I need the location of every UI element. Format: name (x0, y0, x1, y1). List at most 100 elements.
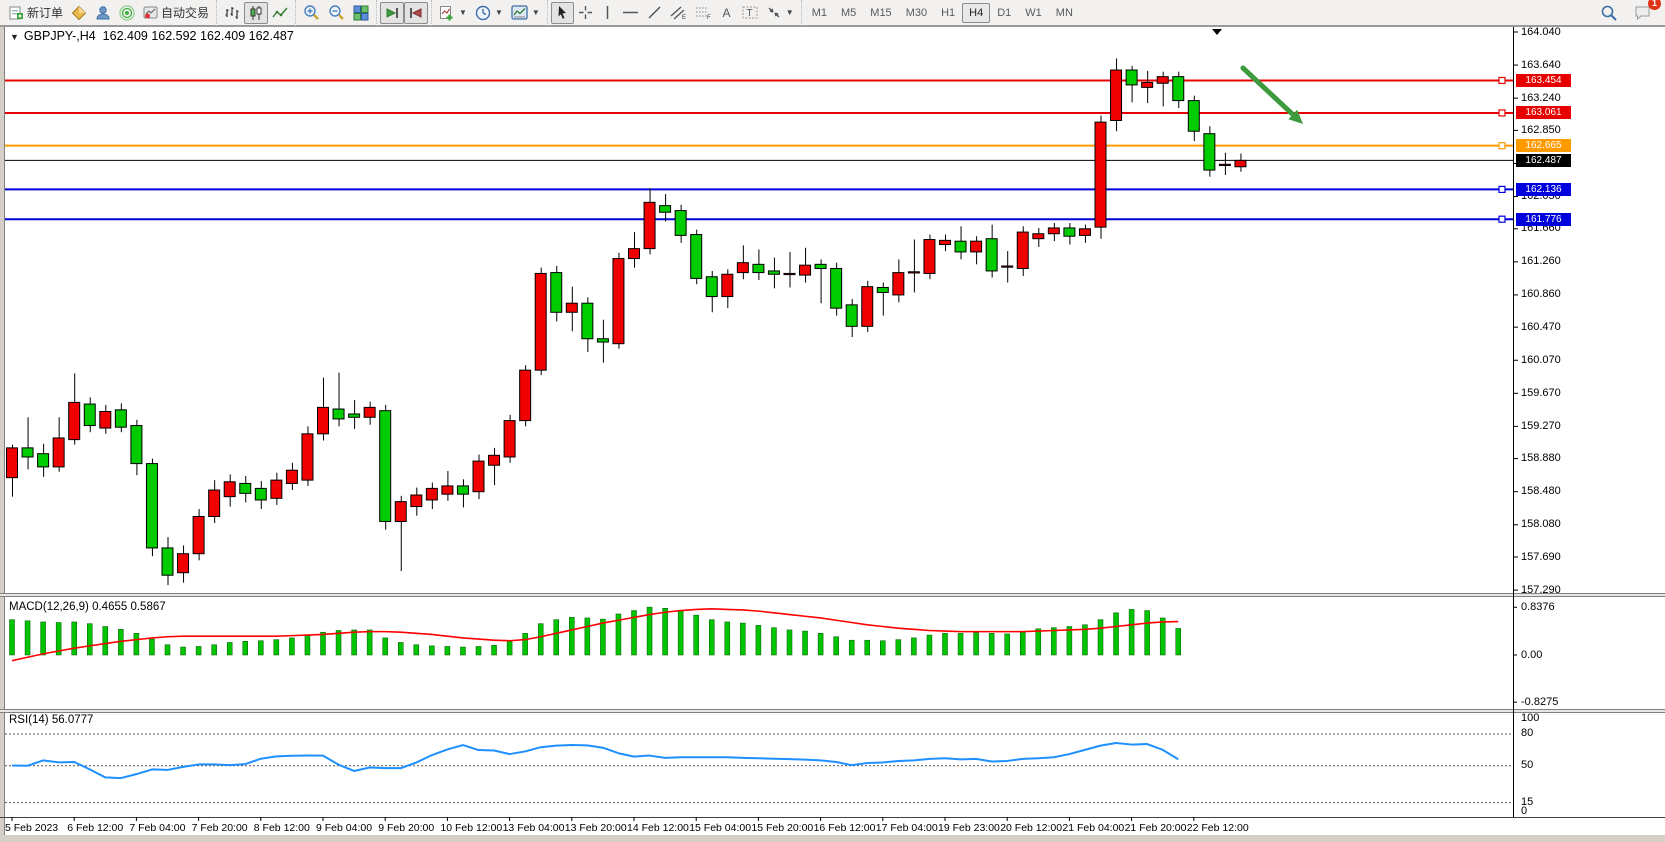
macd-histogram-bar (848, 639, 855, 656)
candle-body (379, 410, 392, 522)
macd-histogram-bar (631, 610, 637, 656)
macd-histogram-bar (662, 608, 668, 656)
search-button[interactable] (1596, 2, 1622, 24)
equidistant-channel-button[interactable]: E (666, 2, 691, 24)
timeframe-button-m15[interactable]: M15 (870, 6, 892, 19)
signals-button[interactable] (115, 2, 139, 24)
trendline-button[interactable] (643, 2, 666, 24)
timeframe-button-m1[interactable]: M1 (811, 6, 827, 19)
macd-histogram-bar (895, 639, 902, 656)
macd-histogram-bar (646, 606, 653, 656)
splitter-fill[interactable] (0, 594, 1665, 596)
candle-body (1203, 133, 1216, 171)
chart-shift-button[interactable] (404, 1, 429, 24)
templates-caret: ▼ (531, 8, 540, 17)
text-button[interactable]: A (716, 2, 738, 24)
new-order-button[interactable]: 新订单 (5, 2, 67, 24)
crosshair-button[interactable] (574, 2, 597, 24)
layouts-button[interactable] (67, 2, 91, 24)
timeframe-button-w1[interactable]: W1 (1025, 6, 1042, 19)
tile-windows-button[interactable] (349, 2, 373, 24)
candle-body (394, 501, 407, 522)
macd-histogram-bar (911, 637, 917, 656)
line-handle-square[interactable] (1498, 215, 1506, 223)
toolbar-right: 1 (1596, 0, 1665, 24)
bar-chart-icon (225, 6, 239, 19)
splitter-fill[interactable] (0, 710, 1665, 712)
sonar-icon (119, 4, 135, 21)
notifications-button[interactable]: 1 (1630, 0, 1661, 24)
macd-histogram-bar (1113, 612, 1119, 656)
macd-histogram-bar (957, 633, 964, 656)
candle-body (752, 263, 765, 274)
candlestick-chart-button[interactable] (244, 1, 269, 24)
zoom-in-button[interactable] (299, 2, 324, 24)
candle-body (52, 437, 65, 468)
rsi-line (11, 741, 1179, 780)
periods-button[interactable]: ▼ (471, 2, 507, 24)
macd-histogram-bar (1144, 610, 1150, 656)
new-order-label: 新订单 (27, 6, 64, 20)
candle-body (223, 481, 236, 498)
timeframe-button-mn[interactable]: MN (1055, 6, 1073, 19)
fibonacci-button[interactable]: F (691, 2, 716, 24)
arrows-tool-button[interactable]: ▼ (762, 2, 798, 24)
timeframe-button-h1[interactable]: H1 (941, 6, 956, 19)
candle-body (985, 238, 998, 272)
candle-body (503, 420, 516, 458)
trend-arrow[interactable] (1240, 65, 1296, 117)
macd-histogram-bar (102, 626, 109, 656)
candle-body (519, 369, 532, 422)
timeframe-button-d1[interactable]: D1 (997, 6, 1012, 19)
macd-histogram-bar (615, 613, 622, 656)
profile-button[interactable] (91, 2, 115, 24)
macd-histogram-bar (24, 620, 31, 656)
templates-button[interactable]: ▼ (507, 2, 544, 24)
macd-histogram-bar (786, 629, 793, 656)
add-indicator-caret: ▼ (459, 8, 467, 17)
line-handle-square[interactable] (1498, 109, 1506, 117)
candle-body (1125, 69, 1138, 86)
timeframe-button-h4[interactable]: H4 (962, 2, 991, 23)
candle-body (1047, 227, 1060, 235)
line-handle-square[interactable] (1498, 76, 1506, 85)
candle-body (456, 485, 469, 495)
line-chart-button[interactable] (268, 2, 292, 24)
auto-scroll-button[interactable] (380, 1, 405, 24)
vertical-line-button[interactable] (597, 2, 618, 24)
trend-arrow-head (1288, 109, 1303, 124)
text-label-button[interactable]: T (738, 2, 762, 24)
candle-body (659, 205, 672, 213)
candle-body (68, 401, 81, 441)
macd-histogram-bar (817, 633, 824, 656)
candle-body (21, 447, 34, 458)
candle-body (1032, 233, 1045, 240)
macd-histogram-bar (40, 621, 46, 656)
timeframe-button-m5[interactable]: M5 (841, 6, 857, 19)
macd-histogram-bar (864, 639, 870, 656)
add-indicator-button[interactable]: ▼ (435, 2, 471, 24)
horizontal-line-button[interactable] (618, 2, 643, 24)
macd-histogram-bar (195, 646, 202, 656)
text-label-icon: T (742, 6, 758, 19)
candle-body (1141, 81, 1154, 88)
line-handle-square[interactable] (1498, 142, 1506, 150)
auto-trading-button[interactable]: 自动交易 (139, 2, 213, 24)
candle-body (410, 494, 423, 508)
macd-histogram-bar (1097, 619, 1104, 656)
cursor-button[interactable] (550, 1, 574, 24)
chart-shift-icon (410, 7, 422, 18)
macd-histogram-bar (366, 629, 373, 656)
zoom-out-button[interactable] (324, 2, 349, 24)
candle-body (845, 304, 858, 327)
bar-chart-button[interactable] (220, 2, 244, 24)
macd-histogram-bar (1051, 627, 1057, 656)
bottom-status-strip (0, 835, 1665, 842)
candle-body (348, 413, 361, 418)
macd-histogram-bar (1035, 628, 1042, 656)
macd-histogram-bar (71, 621, 77, 656)
candle-body (114, 409, 127, 428)
timeframe-button-m30[interactable]: M30 (905, 6, 928, 19)
line-handle-square[interactable] (1498, 185, 1506, 194)
